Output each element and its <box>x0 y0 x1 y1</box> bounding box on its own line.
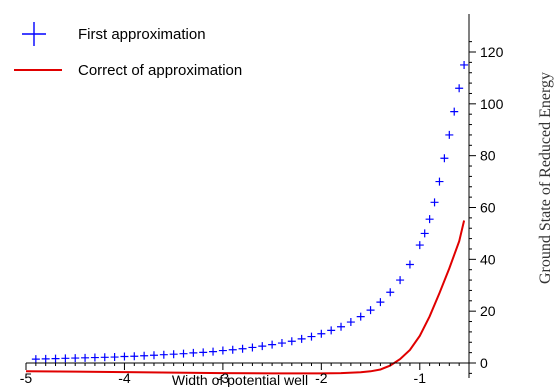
data-point-first-approximation <box>189 348 198 357</box>
data-point-first-approximation <box>159 350 168 359</box>
y-tick-label: 60 <box>480 200 496 216</box>
data-point-first-approximation <box>435 177 444 186</box>
legend-label-first-approximation: First approximation <box>78 26 206 43</box>
x-tick-label: -2 <box>315 370 328 386</box>
series-line-correct-approximation <box>25 220 466 375</box>
data-point-first-approximation <box>258 342 267 351</box>
data-point-first-approximation <box>376 298 385 307</box>
data-point-first-approximation <box>307 332 316 341</box>
data-point-first-approximation <box>420 229 429 238</box>
data-point-first-approximation <box>277 339 286 348</box>
axes: -5 -4 -3 -2 -1 0 20 40 60 80 100 120 <box>20 14 504 386</box>
data-point-first-approximation <box>346 318 355 327</box>
y-tick-label: 40 <box>480 251 496 267</box>
legend: First approximation Correct of approximat… <box>14 22 242 79</box>
data-point-first-approximation <box>179 349 188 358</box>
data-point-first-approximation <box>386 288 395 297</box>
x-axis-label: Width of potential well <box>172 372 308 387</box>
data-point-first-approximation <box>238 344 247 353</box>
data-point-first-approximation <box>41 354 50 363</box>
data-point-first-approximation <box>248 343 257 352</box>
y-tick-label: 80 <box>480 148 496 164</box>
data-point-first-approximation <box>61 354 70 363</box>
legend-marker-first-approximation <box>22 22 46 46</box>
data-point-first-approximation <box>317 329 326 338</box>
data-point-first-approximation <box>455 84 464 93</box>
data-point-first-approximation <box>430 198 439 207</box>
data-point-first-approximation <box>100 353 109 362</box>
y-axis-label: Ground State of Reduced Energy <box>537 72 554 284</box>
data-point-first-approximation <box>130 352 139 361</box>
data-point-first-approximation <box>149 351 158 360</box>
data-point-first-approximation <box>268 340 277 349</box>
data-point-first-approximation <box>287 337 296 346</box>
x-tick-label: -5 <box>20 370 33 386</box>
plot-area <box>25 60 469 375</box>
x-tick-label: -3 <box>217 370 230 386</box>
y-tick-label: 100 <box>480 96 504 112</box>
data-point-first-approximation <box>209 347 218 356</box>
data-point-first-approximation <box>327 326 336 335</box>
data-point-first-approximation <box>140 351 149 360</box>
data-point-first-approximation <box>297 334 306 343</box>
data-point-first-approximation <box>440 154 449 163</box>
data-point-first-approximation <box>356 312 365 321</box>
x-tick-label: -1 <box>414 370 427 386</box>
y-tick-label: 0 <box>480 355 488 371</box>
data-point-first-approximation <box>169 350 178 359</box>
data-point-first-approximation <box>396 276 405 285</box>
data-point-first-approximation <box>90 353 99 362</box>
data-point-first-approximation <box>120 352 129 361</box>
legend-label-correct-approximation: Correct of approximation <box>78 62 242 79</box>
y-tick-label: 20 <box>480 303 496 319</box>
data-point-first-approximation <box>218 346 227 355</box>
data-point-first-approximation <box>450 107 459 116</box>
data-point-first-approximation <box>445 130 454 139</box>
data-point-first-approximation <box>415 241 424 250</box>
data-point-first-approximation <box>199 348 208 357</box>
data-point-first-approximation <box>366 306 375 315</box>
data-point-first-approximation <box>51 354 60 363</box>
data-point-first-approximation <box>337 322 346 331</box>
data-point-first-approximation <box>228 345 237 354</box>
data-point-first-approximation <box>81 353 90 362</box>
data-point-first-approximation <box>110 353 119 362</box>
data-point-first-approximation <box>71 354 80 363</box>
data-point-first-approximation <box>31 355 40 364</box>
data-point-first-approximation <box>425 215 434 224</box>
data-point-first-approximation <box>460 60 469 69</box>
y-tick-label: 120 <box>480 44 504 60</box>
data-point-first-approximation <box>405 260 414 269</box>
x-tick-label: -4 <box>118 370 131 386</box>
